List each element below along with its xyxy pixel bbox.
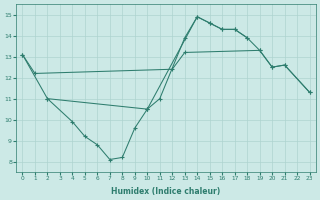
X-axis label: Humidex (Indice chaleur): Humidex (Indice chaleur) <box>111 187 221 196</box>
